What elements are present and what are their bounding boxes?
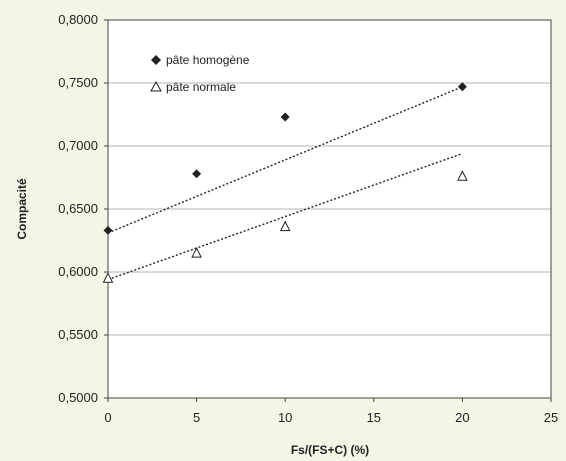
point-triangle xyxy=(102,272,114,283)
legend-marker-normale xyxy=(150,80,162,92)
point-triangle xyxy=(191,246,202,258)
point-triangle xyxy=(457,170,468,181)
y-tick-label: 0,5500 xyxy=(58,327,98,342)
trendlines xyxy=(107,86,463,281)
legend-marker-homogene xyxy=(151,55,161,65)
x-tick-label: 15 xyxy=(367,410,381,425)
x-tick-label: 5 xyxy=(193,410,200,425)
x-tick-label: 20 xyxy=(455,410,469,425)
y-tick-label: 0,7500 xyxy=(58,75,98,90)
y-tick-label: 0,5000 xyxy=(58,390,98,405)
x-axis-ticks: 0 5 10 15 20 25 xyxy=(104,398,558,425)
point-diamond xyxy=(192,169,202,179)
point-triangle xyxy=(279,220,291,232)
point-diamond xyxy=(280,112,290,122)
x-tick-label: 25 xyxy=(544,410,558,425)
y-tick-label: 0,6000 xyxy=(58,264,98,279)
point-diamond xyxy=(457,82,467,92)
y-axis-title: Compacité xyxy=(15,178,29,240)
grid xyxy=(108,82,551,336)
y-tick-label: 0,8000 xyxy=(58,12,98,27)
data-points xyxy=(102,82,468,283)
x-tick-label: 0 xyxy=(104,410,111,425)
x-tick-label: 10 xyxy=(278,410,292,425)
legend: pâte homogène pâte normale xyxy=(150,53,250,94)
y-tick-label: 0,6500 xyxy=(58,201,98,216)
legend-label-normale: pâte normale xyxy=(166,80,236,94)
y-axis-ticks: 0,5000 0,5500 0,6000 0,6500 0,7000 0,7500 0,80… xyxy=(58,12,108,405)
x-axis-title: Fs/(FS+C) (%) xyxy=(291,443,369,457)
y-tick-label: 0,7000 xyxy=(58,138,98,153)
point-diamond xyxy=(103,225,113,235)
legend-label-homogene: pâte homogène xyxy=(166,53,250,67)
trendline-series-1 xyxy=(107,152,463,281)
